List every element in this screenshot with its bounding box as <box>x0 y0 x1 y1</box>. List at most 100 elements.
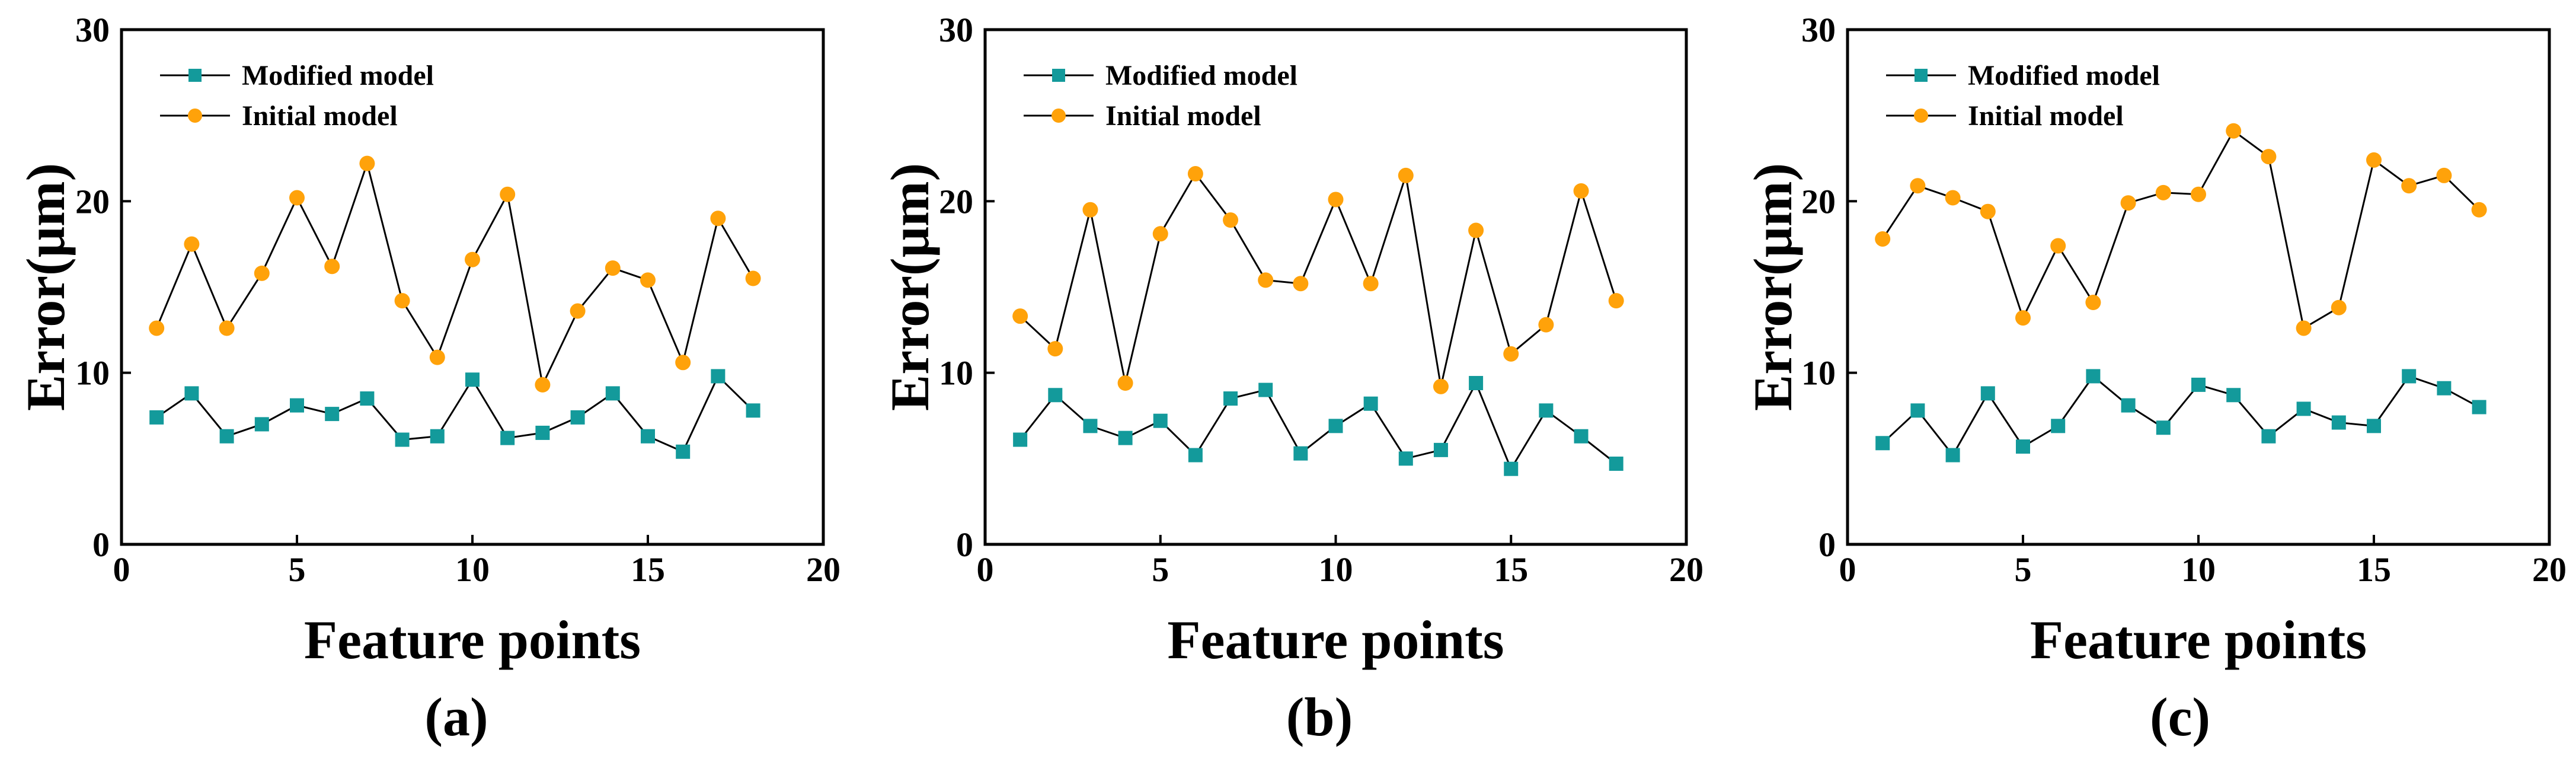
data-point-initial <box>1047 341 1063 357</box>
data-point-modified <box>1875 436 1890 451</box>
y-tick-label: 10 <box>939 354 973 393</box>
y-tick-label: 20 <box>939 182 973 221</box>
chart-panel-a: 0 5 10 15 20 0 10 20 30 Feature points Error(μm) (a… <box>15 11 840 747</box>
series-line-modified <box>1882 375 2480 457</box>
data-point-initial <box>1945 190 1961 206</box>
data-point-modified <box>1153 413 1168 428</box>
data-point-initial <box>570 303 586 319</box>
data-point-modified <box>535 425 550 440</box>
data-point-initial <box>675 355 691 371</box>
x-tick-label: 15 <box>631 550 665 589</box>
data-point-initial <box>1398 167 1414 183</box>
data-point-initial <box>1468 222 1484 238</box>
legend-marker-initial <box>1914 109 1928 123</box>
data-point-modified <box>1223 391 1238 406</box>
y-axis-title: Error(μm) <box>15 163 76 411</box>
plot-frame <box>983 28 1688 546</box>
x-tick-label: 0 <box>977 550 994 589</box>
series-line-initial <box>155 160 754 388</box>
data-point-modified <box>1293 446 1308 461</box>
x-tick-label: 10 <box>2181 550 2216 589</box>
x-tick-label: 0 <box>113 550 130 589</box>
data-point-initial <box>710 211 726 227</box>
data-point-initial <box>1328 192 1344 208</box>
data-point-initial <box>1573 183 1589 199</box>
data-point-initial <box>2296 320 2312 336</box>
data-point-modified <box>1118 430 1133 445</box>
y-tick-label: 10 <box>1801 354 1836 393</box>
data-point-modified <box>711 369 726 384</box>
data-point-initial <box>1980 203 1996 219</box>
data-point-modified <box>676 444 691 459</box>
data-point-initial <box>2366 152 2382 168</box>
data-point-initial <box>394 293 410 309</box>
data-point-initial <box>1503 346 1519 362</box>
data-point-modified <box>2016 439 2030 454</box>
y-tick-label: 20 <box>75 182 110 221</box>
data-point-initial <box>1910 178 1926 194</box>
data-point-initial <box>605 260 621 276</box>
x-tick-label: 20 <box>2532 550 2567 589</box>
series-line-initial <box>1019 172 1618 387</box>
legend-label: Modified model <box>1968 60 2160 91</box>
data-point-initial <box>1117 375 1133 391</box>
data-point-modified <box>1258 382 1273 397</box>
plot-frame <box>1846 28 2551 546</box>
x-tick-label: 15 <box>1494 550 1528 589</box>
data-point-initial <box>1875 231 1891 247</box>
data-point-modified <box>2261 429 2276 444</box>
x-tick-label: 10 <box>1319 550 1353 589</box>
data-point-initial <box>2085 295 2101 311</box>
data-point-modified <box>746 403 760 418</box>
data-point-initial <box>1082 202 1098 218</box>
data-point-initial <box>359 155 375 171</box>
x-axis-title: Feature points <box>2030 610 2367 670</box>
data-point-initial <box>219 320 235 336</box>
x-tick-label: 0 <box>1839 550 1856 589</box>
data-point-initial <box>149 320 165 336</box>
data-point-initial <box>2120 195 2136 211</box>
data-point-initial <box>184 236 200 252</box>
data-point-modified <box>1398 451 1413 466</box>
data-point-initial <box>429 349 445 365</box>
data-point-modified <box>2086 369 2101 384</box>
data-point-modified <box>1945 448 1960 463</box>
legend-label: Initial model <box>242 100 398 132</box>
y-tick-label: 10 <box>75 354 110 393</box>
data-point-modified <box>465 372 480 387</box>
legend-label: Initial model <box>1968 100 2124 132</box>
legend-label: Initial model <box>1105 100 1261 132</box>
data-point-initial <box>1608 293 1624 309</box>
data-point-modified <box>1048 388 1063 403</box>
data-point-modified <box>1188 448 1203 463</box>
data-point-initial <box>745 270 761 286</box>
x-axis-title: Feature points <box>1167 610 1504 670</box>
y-tick-label: 30 <box>1801 11 1836 49</box>
x-axis-title: Feature points <box>304 610 641 670</box>
legend-marker-initial <box>1052 109 1066 123</box>
data-point-initial <box>1363 276 1379 292</box>
x-tick-label: 5 <box>2015 550 2032 589</box>
legend-marker-modified <box>188 69 202 82</box>
data-point-initial <box>2261 149 2277 165</box>
data-point-modified <box>2472 400 2486 414</box>
data-point-modified <box>641 429 655 444</box>
data-point-initial <box>1223 212 1239 228</box>
data-point-initial <box>2050 238 2066 254</box>
chart-panel-b: 0 5 10 15 20 0 10 20 30 Feature points Error(μm) (b… <box>880 11 1704 747</box>
data-point-modified <box>1609 457 1623 471</box>
x-tick-label: 5 <box>289 550 306 589</box>
series-line-modified <box>156 374 754 453</box>
legend-label: Modified model <box>1105 60 1297 91</box>
data-point-modified <box>219 429 234 444</box>
x-tick-label: 5 <box>1152 550 1169 589</box>
data-point-initial <box>2401 178 2417 194</box>
data-point-modified <box>325 407 340 422</box>
data-point-modified <box>2331 415 2346 430</box>
data-point-modified <box>360 391 375 406</box>
data-point-modified <box>1910 403 1925 418</box>
data-point-initial <box>2015 310 2031 326</box>
data-point-modified <box>2191 377 2206 392</box>
data-point-initial <box>2155 184 2171 200</box>
